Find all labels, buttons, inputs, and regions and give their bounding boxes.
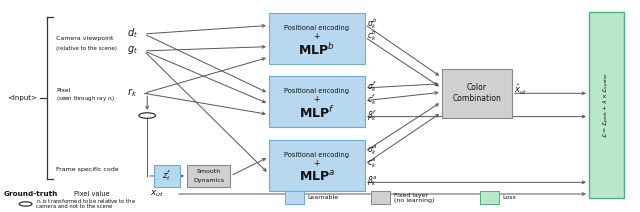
FancyBboxPatch shape [371,191,390,204]
Text: $d_t$: $d_t$ [127,26,138,40]
Text: MLP$^b$: MLP$^b$ [298,42,335,58]
Text: $z_t^f$: $z_t^f$ [162,169,172,183]
Text: $\sigma_k^b$: $\sigma_k^b$ [367,16,377,31]
Text: <Input>: <Input> [8,95,38,101]
Text: $r_k$ is transformed to be relative to the: $r_k$ is transformed to be relative to t… [36,197,136,206]
Text: +: + [314,159,320,168]
Text: camera and not to the scene: camera and not to the scene [36,204,112,209]
FancyBboxPatch shape [269,13,365,64]
Text: MLP$^a$: MLP$^a$ [299,170,335,184]
Text: $\beta_k^a$: $\beta_k^a$ [367,174,377,188]
Text: Positional encoding: Positional encoding [284,152,349,158]
Text: +: + [314,32,320,40]
Text: Positional encoding: Positional encoding [284,88,349,94]
Text: (relative to the scene): (relative to the scene) [56,46,117,51]
Text: Pixel: Pixel [56,88,70,93]
Text: Color: Color [467,84,487,92]
Text: Ground-truth: Ground-truth [3,191,58,197]
Text: $c_k^a$: $c_k^a$ [367,156,376,170]
Text: Pixel value: Pixel value [74,191,109,197]
Text: $c_k^f$: $c_k^f$ [367,92,376,107]
Text: $\hat{x}_{ut}$: $\hat{x}_{ut}$ [514,83,527,97]
Text: Frame specific code: Frame specific code [56,167,119,172]
Text: Camera viewpoint: Camera viewpoint [56,36,114,41]
Text: +: + [314,95,320,104]
FancyBboxPatch shape [269,76,365,127]
FancyBboxPatch shape [269,140,365,191]
Text: $\sigma_k^f$: $\sigma_k^f$ [367,80,377,94]
FancyBboxPatch shape [187,165,230,187]
Text: $\mathcal{L} = \mathcal{L}_{\mathrm{prob}} + \lambda \times \mathcal{L}_{\mathrm: $\mathcal{L} = \mathcal{L}_{\mathrm{prob… [602,72,611,138]
Text: Combination: Combination [452,94,501,103]
FancyBboxPatch shape [285,191,304,204]
Text: $c_k^b$: $c_k^b$ [367,29,376,43]
Text: (no learning): (no learning) [394,198,434,203]
Text: Smooth: Smooth [196,169,221,174]
Text: Positional encoding: Positional encoding [284,25,349,31]
FancyBboxPatch shape [589,12,624,198]
FancyBboxPatch shape [154,165,180,187]
Text: Learnable: Learnable [307,195,339,200]
Text: (seen through ray $r_k$): (seen through ray $r_k$) [56,94,116,103]
Text: $\beta_k^f$: $\beta_k^f$ [367,108,377,123]
Text: $x_{ut}$: $x_{ut}$ [150,189,164,199]
Text: $r_k$: $r_k$ [127,86,138,99]
Text: Loss: Loss [502,195,516,200]
Text: $g_t$: $g_t$ [127,44,138,56]
FancyBboxPatch shape [480,191,499,204]
Text: MLP$^f$: MLP$^f$ [299,106,335,121]
Text: $\sigma_k^a$: $\sigma_k^a$ [367,144,377,157]
Text: Fixed layer: Fixed layer [394,192,428,198]
Text: Dynamics: Dynamics [193,178,224,183]
FancyBboxPatch shape [442,69,512,118]
